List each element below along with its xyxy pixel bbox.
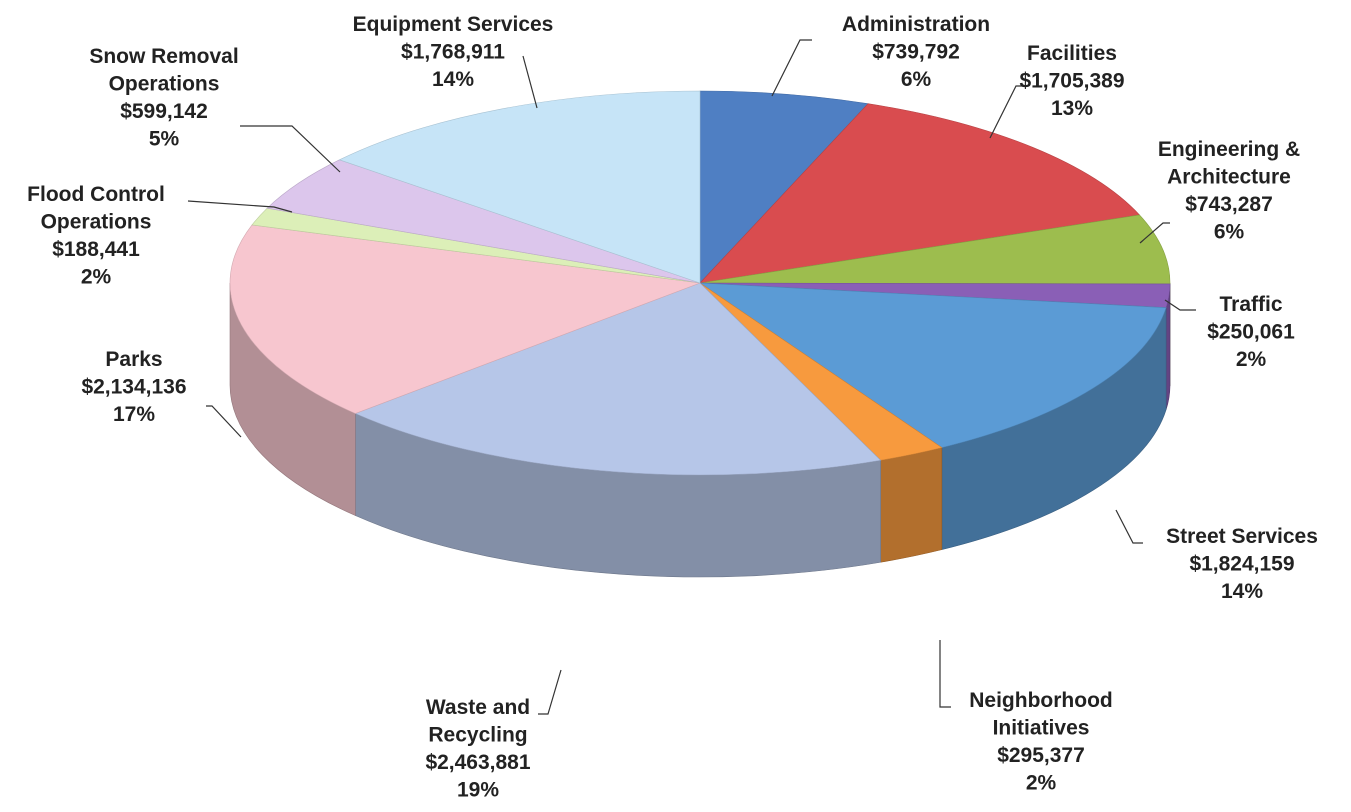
- slice-label-6: Waste and Recycling $2,463,881 19%: [425, 696, 530, 802]
- slice-6: [354, 282, 882, 476]
- leader-line-1: [989, 85, 1025, 139]
- slice-7: [229, 224, 701, 414]
- slice-label-1: Facilities $1,705,389 13%: [1019, 42, 1124, 120]
- leader-line-7: [206, 405, 242, 438]
- leader-line-4: [1115, 509, 1143, 544]
- slice-1: [699, 103, 1141, 284]
- leader-line-10: [522, 55, 538, 109]
- slice-side-5: [880, 447, 943, 563]
- slice-2: [699, 214, 1171, 285]
- pie-top: [229, 90, 1171, 476]
- slice-0: [699, 90, 869, 284]
- slice-label-10: Equipment Services $1,768,911 14%: [353, 13, 554, 91]
- slice-label-7: Parks $2,134,136 17%: [81, 348, 186, 426]
- slice-10: [338, 90, 701, 284]
- leader-line-2: [1139, 222, 1170, 244]
- slice-label-5: Neighborhood Initiatives $295,377 2%: [969, 689, 1112, 795]
- slice-label-4: Street Services $1,824,159 14%: [1166, 525, 1318, 603]
- slice-label-0: Administration $739,792 6%: [842, 13, 990, 91]
- slice-label-2: Engineering & Architecture $743,287 6%: [1158, 138, 1300, 244]
- slice-label-9: Snow Removal Operations $599,142 5%: [89, 45, 238, 151]
- slice-label-3: Traffic $250,061 2%: [1207, 293, 1295, 371]
- leader-line-9: [240, 125, 341, 173]
- leader-lines: [187, 39, 1196, 715]
- leader-line-5: [939, 640, 951, 708]
- leader-line-8: [187, 200, 293, 213]
- slice-4: [698, 282, 1167, 448]
- slice-labels: Administration $739,792 6% Facilities $1,705…: [27, 13, 1318, 802]
- leader-line-3: [1164, 299, 1196, 311]
- slice-label-8: Flood Control Operations $188,441 2%: [27, 183, 165, 289]
- leader-line-0: [771, 39, 812, 97]
- leader-line-6: [538, 669, 562, 715]
